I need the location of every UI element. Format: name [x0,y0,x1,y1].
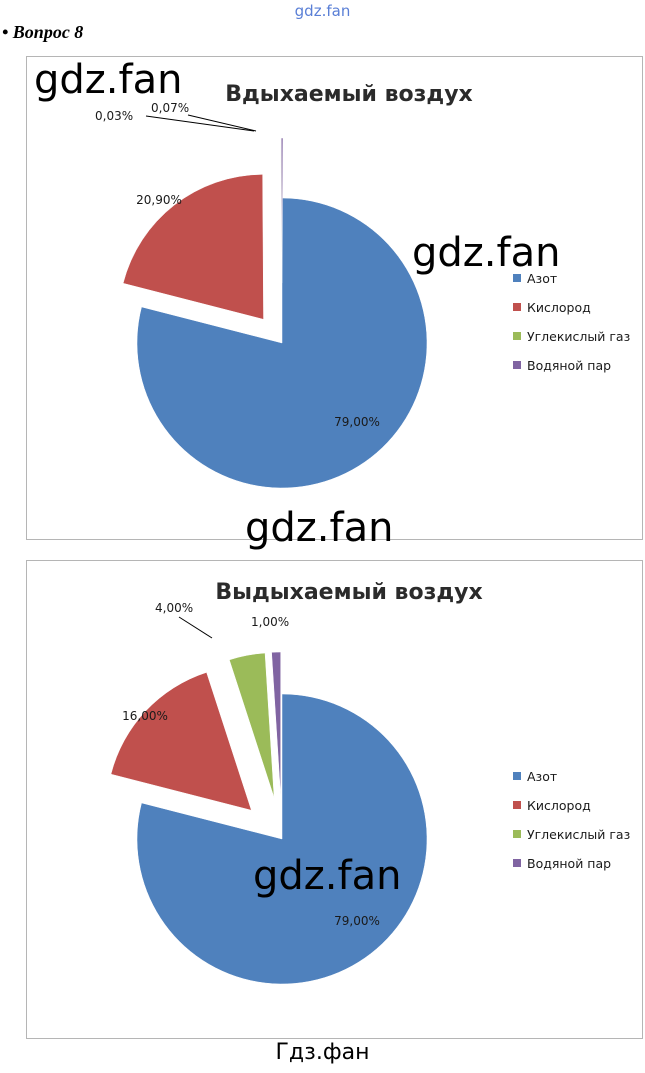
watermark: gdz.fan [253,853,402,899]
callout-leader-line [187,114,257,132]
pie-slice-1 [136,693,428,985]
inhaled-air-pie-svg: Вдыхаемый воздух 79,00% 20,90% 0,03% 0,07% Аз… [95,82,630,489]
legend-swatch [513,303,521,311]
legend-swatch [513,332,521,340]
data-label: 79,00% [334,914,380,928]
legend-swatch [513,361,521,369]
pie-slice-1 [136,197,428,489]
legend-label: Углекислый газ [527,329,630,344]
legend-swatch [513,801,521,809]
legend-label: Кислород [527,300,591,315]
legend-label: Азот [527,271,557,286]
legend-label: Кислород [527,798,591,813]
question-heading: • Вопрос 8 [2,22,84,42]
exhaled-air-pie-svg: Выдыхаемый воздух 79,00% 16,00% 4,00% 1,00% А… [110,580,630,985]
top-watermark: gdz.fan [294,2,351,20]
data-label: 0,07% [151,101,189,115]
chart-title: Выдыхаемый воздух [215,580,482,605]
data-label: 0,03% [95,109,133,123]
pie-slice-2 [110,672,252,811]
data-label: 16,00% [122,709,168,723]
chart-title: Вдыхаемый воздух [225,82,472,107]
legend-swatch [513,859,521,867]
watermark: gdz.fan [412,230,561,276]
exhaled-air-chart: Выдыхаемый воздух 79,00% 16,00% 4,00% 1,00% А… [26,560,643,1039]
legend-label: Углекислый газ [527,827,630,842]
inhaled-air-chart: Вдыхаемый воздух 79,00% 20,90% 0,03% 0,07% Аз… [26,56,643,540]
data-label: 79,00% [334,415,380,429]
legend-swatch [513,274,521,282]
pie-slice-2 [122,174,264,320]
data-label: 1,00% [251,615,289,629]
data-label: 4,00% [155,601,193,615]
pie-slice-4 [271,651,281,798]
legend-label: Азот [527,769,557,784]
watermark: gdz.fan [34,57,183,103]
callout-leader-line [178,616,213,639]
legend-label: Водяной пар [527,358,611,373]
watermark: gdz.fan [245,505,394,551]
pie-slice-3 [229,652,275,798]
legend-label: Водяной пар [527,856,611,871]
legend-swatch [513,772,521,780]
footer-caption: Гдз.фан [275,1040,370,1065]
legend-swatch [513,830,521,838]
callout-leader-line [145,115,255,132]
data-label: 20,90% [136,193,182,207]
pie-slice-4 [280,137,284,284]
